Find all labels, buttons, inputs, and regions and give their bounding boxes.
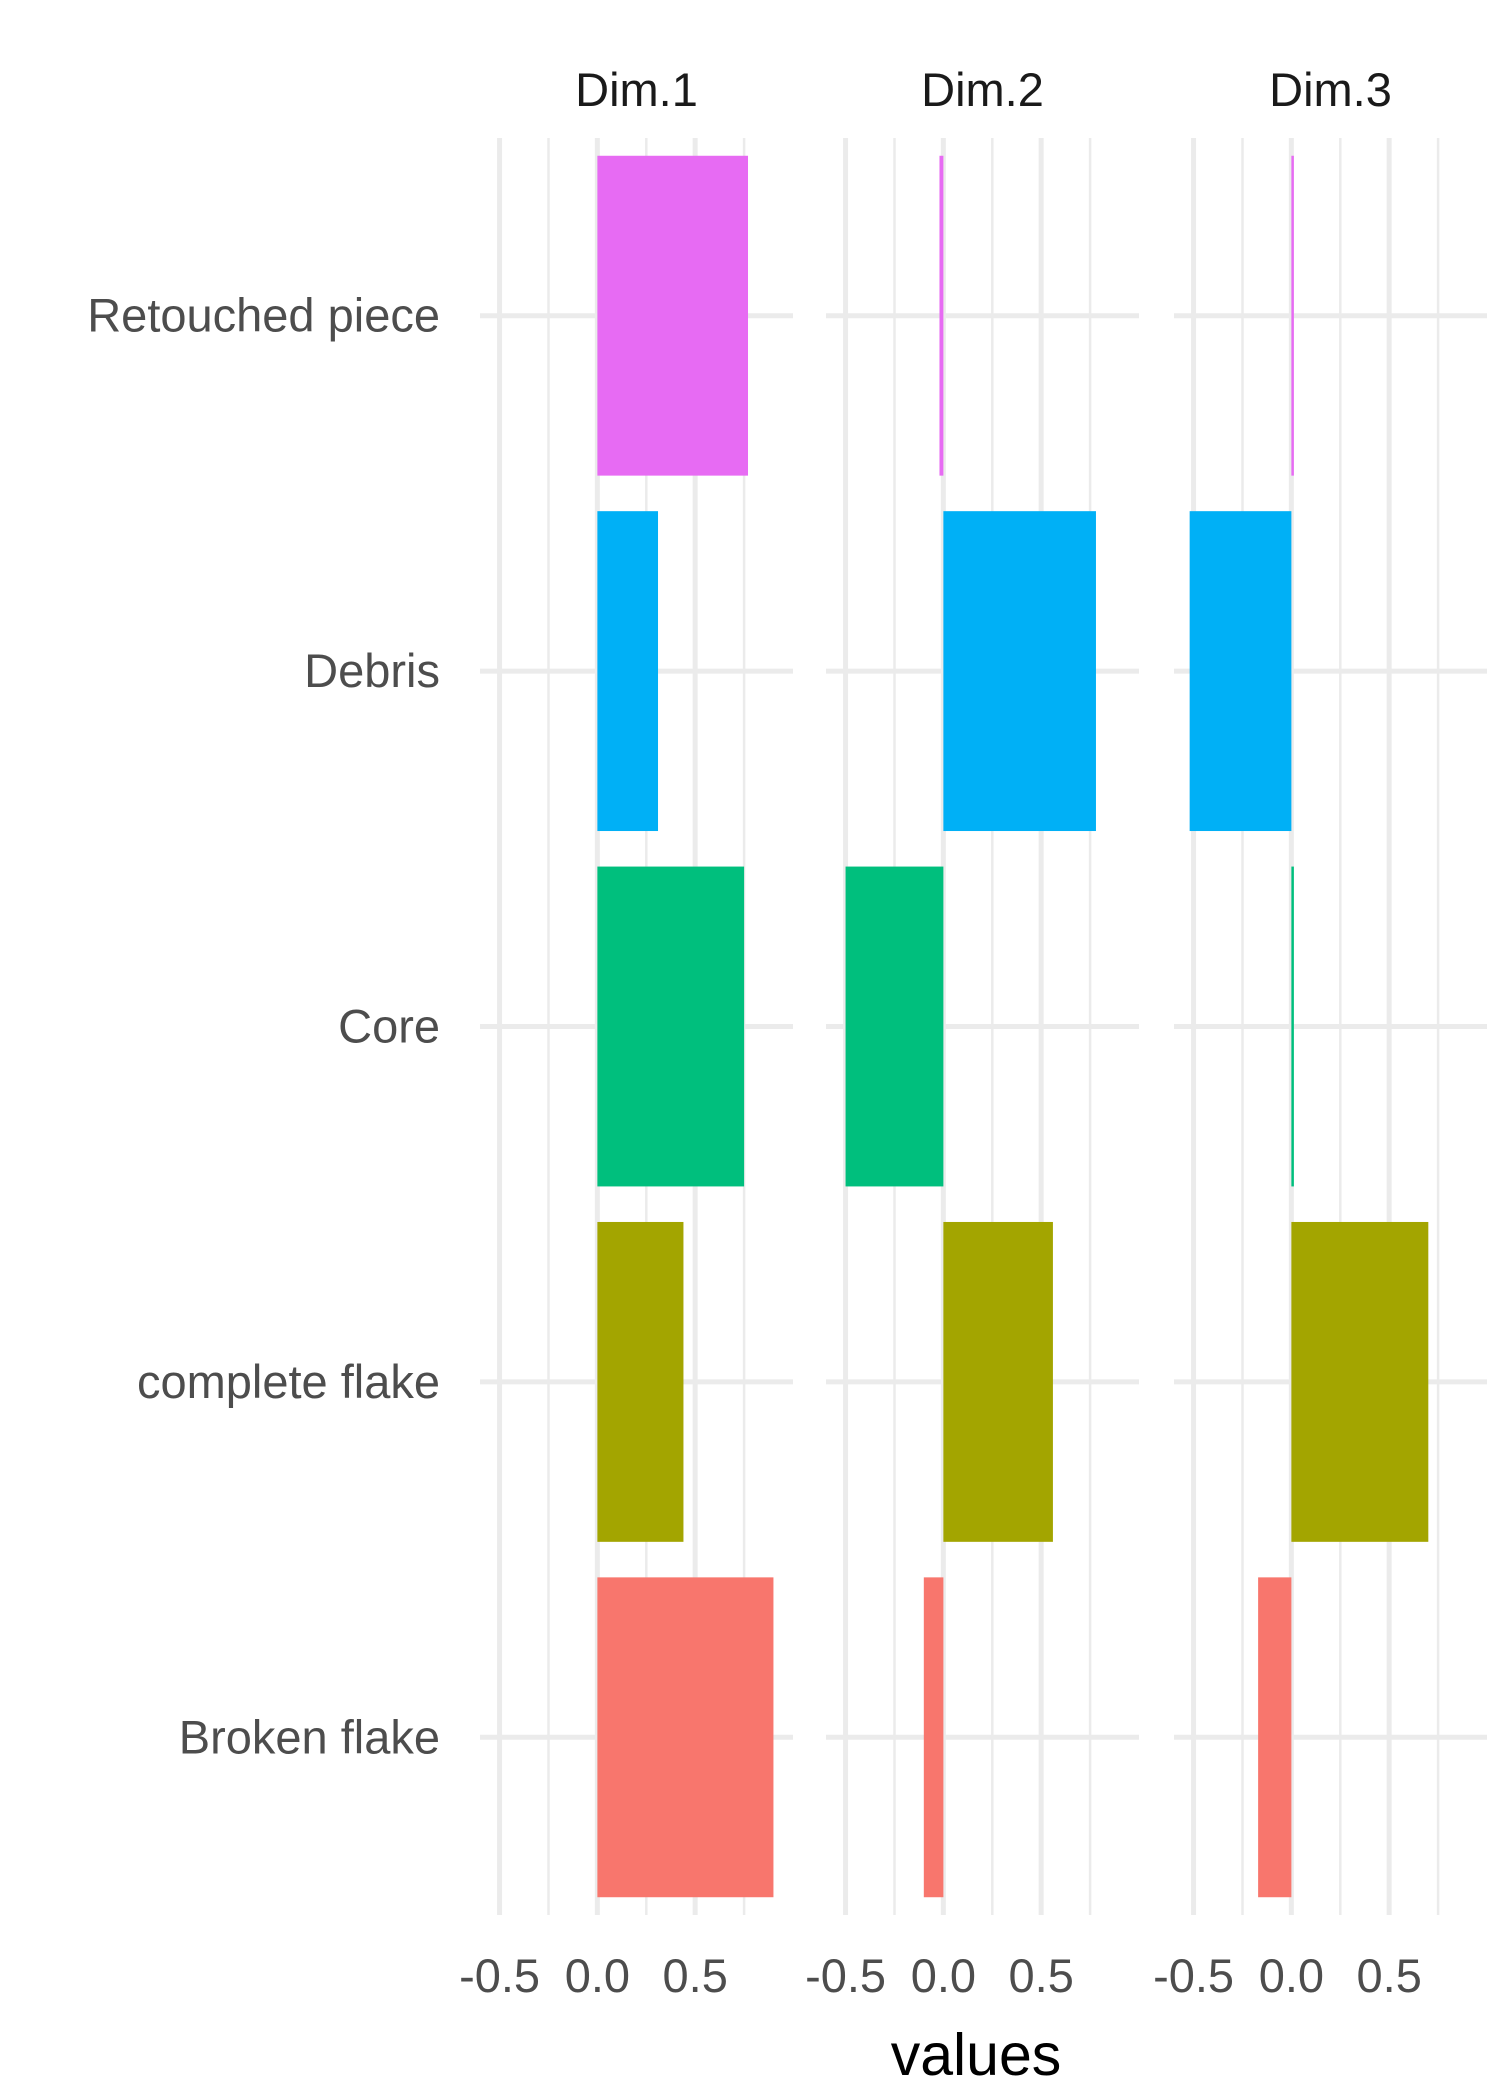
x-tick-label: -0.5: [1153, 1949, 1234, 2002]
x-tick-label: 0.5: [1009, 1949, 1074, 2002]
category-label-debris: Debris: [304, 644, 440, 697]
category-label-core: Core: [338, 1000, 440, 1053]
facet-strip-label: Dim.3: [1269, 63, 1392, 116]
category-label-complete-flake: complete flake: [137, 1355, 440, 1408]
bar-dim-2-debris: [943, 511, 1096, 832]
bar-dim-1-core: [597, 866, 745, 1187]
bar-dim-1-broken-flake: [597, 1577, 774, 1898]
bar-dim-3-broken-flake: [1258, 1577, 1292, 1898]
facet-dim-1: Dim.1 -0.5 0.0 0.5: [459, 63, 793, 2002]
facet-dim-2: Dim.2 -0.5 0.0 0.5: [805, 63, 1139, 2002]
category-label-broken-flake: Broken flake: [179, 1710, 440, 1763]
x-tick-label: -0.5: [459, 1949, 540, 2002]
facet-strip-label: Dim.1: [575, 63, 698, 116]
bar-dim-1-complete-flake: [597, 1221, 684, 1542]
bar-dim-1-debris: [597, 511, 659, 832]
facet-panels: Dim.1 -0.5 0.0 0.5 Dim.2 -0.5 0.0 0.5 Dim.3 -0.5 0…: [459, 63, 1487, 2002]
category-axis-labels: Broken flake complete flake Core Debris Reto…: [87, 289, 440, 1764]
x-tick-label: 0.5: [1357, 1949, 1422, 2002]
bar-dim-2-core: [845, 866, 944, 1187]
x-tick-label: 0.0: [1259, 1949, 1324, 2002]
x-axis-title: values: [891, 2022, 1062, 2088]
facet-strip-label: Dim.2: [921, 63, 1044, 116]
bar-dim-3-complete-flake: [1291, 1221, 1429, 1542]
x-tick-label: -0.5: [805, 1949, 886, 2002]
bar-dim-2-complete-flake: [943, 1221, 1053, 1542]
x-tick-label: 0.5: [663, 1949, 728, 2002]
facet-dim-3: Dim.3 -0.5 0.0 0.5: [1153, 63, 1487, 2002]
category-label-retouched-piece: Retouched piece: [87, 289, 440, 342]
bar-dim-3-debris: [1189, 511, 1292, 832]
bar-dim-2-retouched-piece: [939, 155, 944, 476]
bar-dim-2-broken-flake: [923, 1577, 944, 1898]
bar-dim-1-retouched-piece: [597, 155, 749, 476]
bar-dim-3-core: [1291, 866, 1294, 1187]
x-tick-label: 0.0: [565, 1949, 630, 2002]
bar-dim-3-retouched-piece: [1291, 155, 1294, 476]
x-tick-label: 0.0: [911, 1949, 976, 2002]
